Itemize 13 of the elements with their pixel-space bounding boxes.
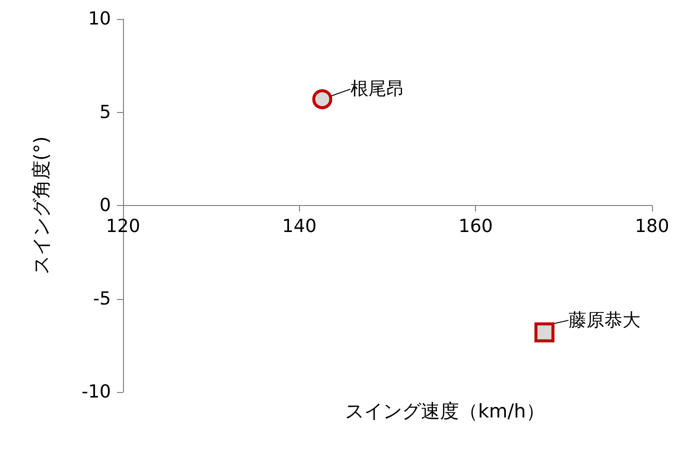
y-tick-label: 10	[88, 8, 111, 30]
y-tick-label: 5	[100, 102, 111, 123]
x-tick-label: 160	[458, 216, 493, 237]
x-tick-label: 180	[634, 216, 670, 237]
y-axis-title: スイング角度(°)	[30, 136, 52, 275]
x-axis-title: スイング速度（km/h）	[345, 400, 545, 422]
x-tick-label: 140	[282, 216, 317, 237]
x-tick-label: 120	[106, 216, 140, 237]
y-tick-label: 0	[100, 195, 111, 216]
series-label: 根尾昂	[350, 78, 404, 100]
y-tick-label: -5	[93, 288, 111, 310]
series-label: 藤原恭大	[568, 310, 640, 331]
y-tick-label: -10	[82, 382, 111, 402]
